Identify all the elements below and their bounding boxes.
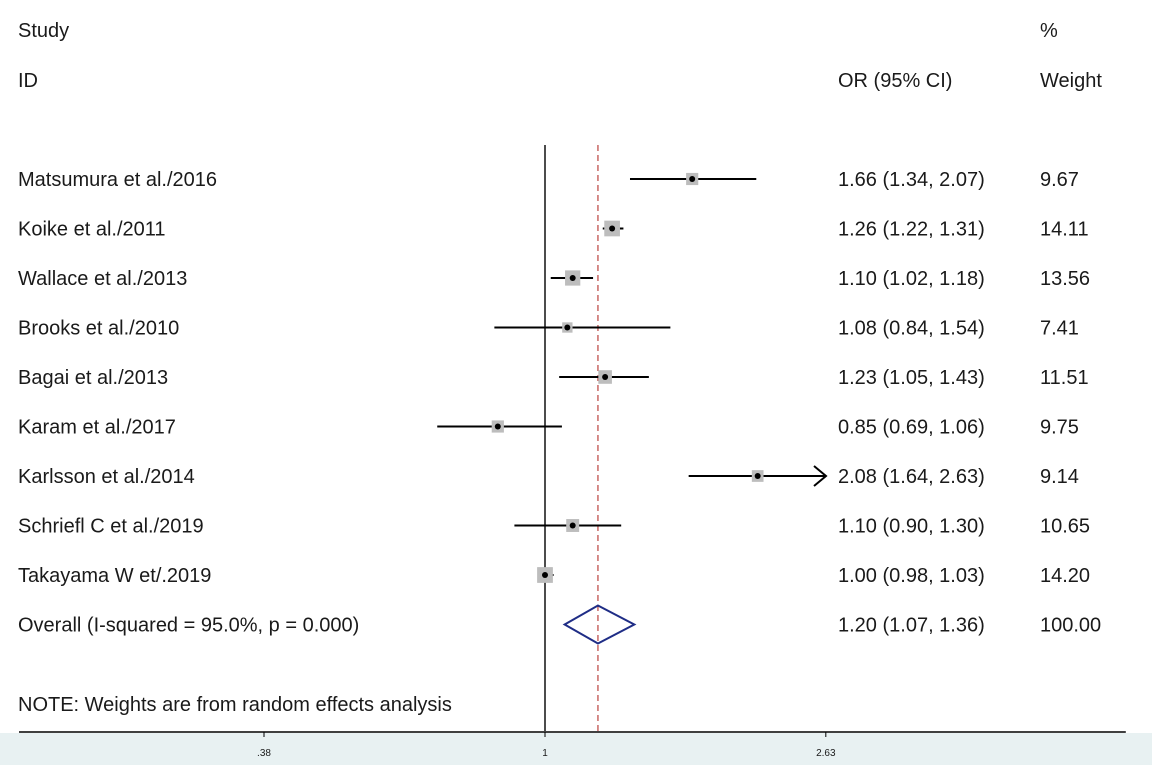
weight-value: 9.14 <box>1040 466 1079 488</box>
id-header: ID <box>18 70 38 92</box>
or-ci-value: 1.08 (0.84, 1.54) <box>838 318 985 340</box>
overall-row: Overall (I-squared = 95.0%, p = 0.000) 1.… <box>18 604 1101 645</box>
study-label: Brooks et al./2010 <box>18 318 179 340</box>
weights-note: NOTE: Weights are from random effects an… <box>18 694 452 716</box>
axis-tick-label: .38 <box>257 748 271 759</box>
point-estimate <box>494 423 501 430</box>
weight-value: 9.75 <box>1040 417 1079 439</box>
point-estimate <box>609 225 616 232</box>
percent-header: % <box>1040 20 1058 42</box>
study-label: Matsumura et al./2016 <box>18 169 217 191</box>
point-estimate <box>754 473 761 479</box>
study-label: Karlsson et al./2014 <box>18 466 195 488</box>
axis-band <box>0 733 1152 765</box>
or-ci-value: 1.26 (1.22, 1.31) <box>838 219 985 241</box>
weight-value: 14.20 <box>1040 565 1090 587</box>
weight-header: Weight <box>1040 70 1102 92</box>
point-estimate <box>569 522 576 529</box>
point-estimate <box>569 275 576 281</box>
point-estimate <box>542 572 548 578</box>
weight-value: 7.41 <box>1040 318 1079 340</box>
or-ci-value: 1.10 (0.90, 1.30) <box>838 516 985 538</box>
overall-label: Overall (I-squared = 95.0%, p = 0.000) <box>18 615 359 637</box>
overall-weight-value: 100.00 <box>1040 615 1101 637</box>
or-ci-value: 1.66 (1.34, 2.07) <box>838 169 985 191</box>
point-estimate <box>602 374 609 380</box>
weight-value: 11.51 <box>1040 367 1089 389</box>
ci-arrow <box>813 465 828 487</box>
or-ci-value: 1.10 (1.02, 1.18) <box>838 268 985 290</box>
column-headers: Study ID OR (95% CI) % Weight <box>18 20 1102 92</box>
overall-diamond <box>562 604 637 645</box>
or-ci-value: 1.00 (0.98, 1.03) <box>838 565 985 587</box>
weight-value: 10.65 <box>1040 516 1090 538</box>
weight-value: 14.11 <box>1040 219 1089 241</box>
study-label: Koike et al./2011 <box>18 219 166 241</box>
point-estimate <box>564 324 571 331</box>
reference-lines <box>544 145 599 731</box>
axis-tick-label: 2.63 <box>816 748 836 759</box>
or-ci-value: 2.08 (1.64, 2.63) <box>838 466 985 488</box>
weight-value: 13.56 <box>1040 268 1090 290</box>
study-label: Karam et al./2017 <box>18 417 176 439</box>
or-ci-value: 0.85 (0.69, 1.06) <box>838 417 985 439</box>
or-ci-value: 1.23 (1.05, 1.43) <box>838 367 985 389</box>
or-ci-header: OR (95% CI) <box>838 70 952 92</box>
axis-tick-label: 1 <box>542 748 548 759</box>
weight-value: 9.67 <box>1040 169 1079 191</box>
study-label: Takayama W et/.2019 <box>18 565 211 587</box>
x-axis: .38 1 2.63 <box>19 731 1126 759</box>
study-label: Bagai et al./2013 <box>18 367 168 389</box>
study-header: Study <box>18 20 69 42</box>
point-estimate <box>689 176 696 182</box>
study-rows: Matsumura et al./2016 1.66 (1.34, 2.07) 9.… <box>18 169 1090 587</box>
study-label: Wallace et al./2013 <box>18 268 187 290</box>
overall-or-ci-value: 1.20 (1.07, 1.36) <box>838 615 985 637</box>
study-label: Schriefl C et al./2019 <box>18 516 204 538</box>
